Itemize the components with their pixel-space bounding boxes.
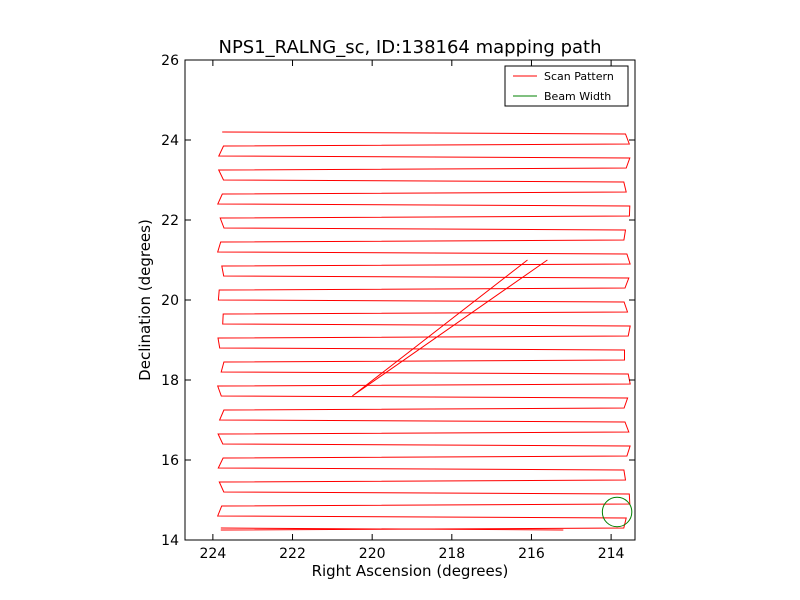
scan-pattern-line [216, 131, 631, 531]
x-tick-label: 220 [359, 546, 386, 562]
legend-box [504, 65, 629, 107]
x-tick-label: 214 [598, 546, 625, 562]
x-tick-label: 222 [279, 546, 306, 562]
beam-width-circle [601, 496, 633, 528]
scan-pattern-final-segment [220, 527, 564, 531]
plot-area: 224 222 220 218 216 214 14 16 18 20 22 24 26 [161, 53, 636, 562]
chart-title: NPS1_RALNG_sc, ID:138164 mapping path [218, 37, 601, 58]
x-tick-label: 218 [438, 546, 465, 562]
y-tick-label: 20 [161, 293, 179, 309]
legend: Scan Pattern Beam Width [504, 65, 629, 107]
legend-scan-pattern-label: Scan Pattern [544, 70, 614, 83]
scan-pattern-slew [351, 259, 548, 397]
x-tick-label: 216 [518, 546, 545, 562]
x-tick-label: 224 [200, 546, 227, 562]
y-tick-label: 18 [161, 373, 179, 389]
x-axis-label: Right Ascension (degrees) [312, 562, 509, 580]
y-tick-label: 16 [161, 453, 179, 469]
y-axis-label: Declination (degrees) [136, 219, 154, 381]
legend-beam-width-label: Beam Width [544, 90, 611, 103]
y-tick-label: 14 [161, 533, 179, 549]
y-tick-label: 24 [161, 133, 179, 149]
y-tick-label: 26 [161, 53, 179, 69]
y-tick-label: 22 [161, 213, 179, 229]
